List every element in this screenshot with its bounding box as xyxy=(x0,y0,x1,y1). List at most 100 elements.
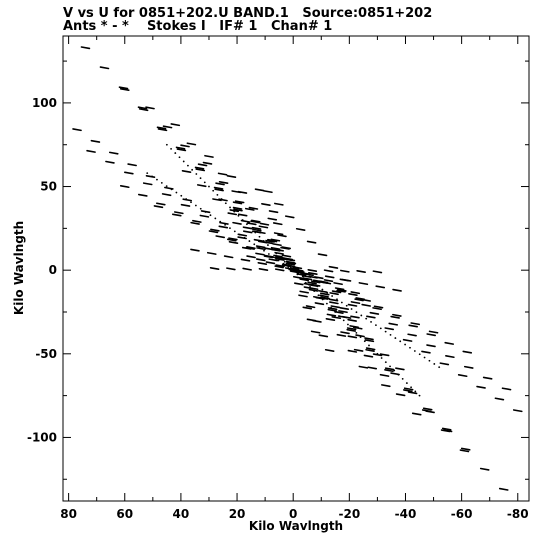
visibility-mark xyxy=(329,301,339,305)
visibility-dot xyxy=(174,152,177,154)
visibility-mark xyxy=(228,237,238,241)
visibility-mark xyxy=(274,202,284,206)
visibility-mark xyxy=(242,230,253,234)
visibility-mark xyxy=(308,288,319,292)
visibility-mark xyxy=(353,348,364,352)
visibility-mark xyxy=(331,290,342,294)
visibility-dot xyxy=(418,353,421,356)
visibility-mark xyxy=(119,88,130,92)
visibility-mark xyxy=(213,186,224,190)
visibility-mark xyxy=(202,161,213,165)
visibility-mark xyxy=(392,313,402,317)
visibility-dot xyxy=(203,181,206,184)
visibility-dot xyxy=(368,344,370,347)
visibility-dot xyxy=(336,298,338,301)
visibility-dot xyxy=(258,246,261,249)
visibility-dot xyxy=(245,223,248,226)
visibility-mark xyxy=(210,228,220,232)
visibility-dot xyxy=(302,275,304,278)
visibility-mark xyxy=(459,449,470,453)
visibility-dot xyxy=(321,298,324,301)
visibility-mark xyxy=(338,310,348,314)
x-tick-label: 60 xyxy=(116,507,133,521)
visibility-mark xyxy=(281,246,291,250)
visibility-dot xyxy=(363,340,366,343)
visibility-mark xyxy=(402,338,413,342)
visibility-dot xyxy=(296,273,299,276)
visibility-mark xyxy=(336,289,346,293)
visibility-mark xyxy=(303,282,314,286)
visibility-dot xyxy=(165,185,168,187)
visibility-mark xyxy=(317,289,328,293)
visibility-mark xyxy=(390,315,400,319)
visibility-mark xyxy=(153,205,164,209)
visibility-dot xyxy=(263,249,265,252)
visibility-mark xyxy=(242,226,253,230)
visibility-mark xyxy=(462,350,473,354)
visibility-mark xyxy=(313,276,324,280)
visibility-mark xyxy=(268,210,279,214)
visibility-mark xyxy=(479,467,490,471)
visibility-mark xyxy=(237,190,248,194)
visibility-dot xyxy=(404,343,407,346)
visibility-mark xyxy=(215,235,226,239)
visibility-mark xyxy=(272,243,282,247)
visibility-mark xyxy=(494,397,505,401)
visibility-mark xyxy=(501,387,512,391)
visibility-mark xyxy=(350,315,360,319)
visibility-dot xyxy=(250,227,252,230)
visibility-dot xyxy=(325,302,328,305)
chart-title: V vs U for 0851+202.U BAND.1 Source:0851… xyxy=(63,6,433,21)
visibility-mark xyxy=(86,149,96,153)
visibility-mark xyxy=(395,393,406,397)
visibility-mark xyxy=(341,315,352,319)
visibility-mark xyxy=(361,303,371,307)
visibility-dot xyxy=(199,207,202,210)
visibility-mark xyxy=(270,246,281,250)
visibility-mark xyxy=(281,254,292,258)
visibility-mark xyxy=(428,330,439,334)
visibility-mark xyxy=(257,240,268,244)
visibility-mark xyxy=(364,339,375,343)
y-tick-label: 100 xyxy=(32,96,57,110)
visibility-mark xyxy=(422,407,433,411)
visibility-mark xyxy=(323,269,334,273)
visibility-mark xyxy=(199,214,210,218)
visibility-mark xyxy=(246,222,257,226)
visibility-mark xyxy=(379,353,390,357)
visibility-dot xyxy=(321,288,324,291)
visibility-mark xyxy=(174,211,184,215)
visibility-dot xyxy=(347,323,349,326)
visibility-mark xyxy=(340,331,350,335)
visibility-mark xyxy=(171,213,182,217)
visibility-dot xyxy=(248,240,251,242)
visibility-dot xyxy=(418,394,421,397)
visibility-mark xyxy=(217,172,228,176)
axis-tick-labels: 80 60 40 20 0 -20 -40 -60 -80 100 50 0 -50 -100 xyxy=(27,96,529,521)
visibility-mark xyxy=(372,353,383,357)
visibility-mark xyxy=(228,240,239,244)
visibility-dot xyxy=(338,315,341,318)
visibility-mark xyxy=(190,221,200,225)
visibility-dot xyxy=(275,252,278,255)
visibility-mark xyxy=(234,200,245,204)
visibility-mark xyxy=(270,238,281,242)
visibility-mark xyxy=(302,306,313,310)
visibility-mark xyxy=(215,182,225,186)
visibility-mark xyxy=(145,106,155,110)
visibility-mark xyxy=(72,128,82,132)
visibility-mark xyxy=(330,305,341,309)
visibility-mark xyxy=(265,261,276,265)
visibility-dot xyxy=(311,282,314,285)
visibility-dot xyxy=(288,265,290,267)
visibility-dot xyxy=(304,281,307,284)
visibility-dot xyxy=(316,285,319,288)
y-tick-label: -100 xyxy=(27,430,57,444)
visibility-mark xyxy=(347,318,357,322)
visibility-mark xyxy=(364,337,374,341)
visibility-mark xyxy=(240,258,251,262)
visibility-dot xyxy=(389,333,392,336)
visibility-dot xyxy=(195,173,198,175)
visibility-dot xyxy=(191,168,194,171)
visibility-mark xyxy=(190,248,200,252)
